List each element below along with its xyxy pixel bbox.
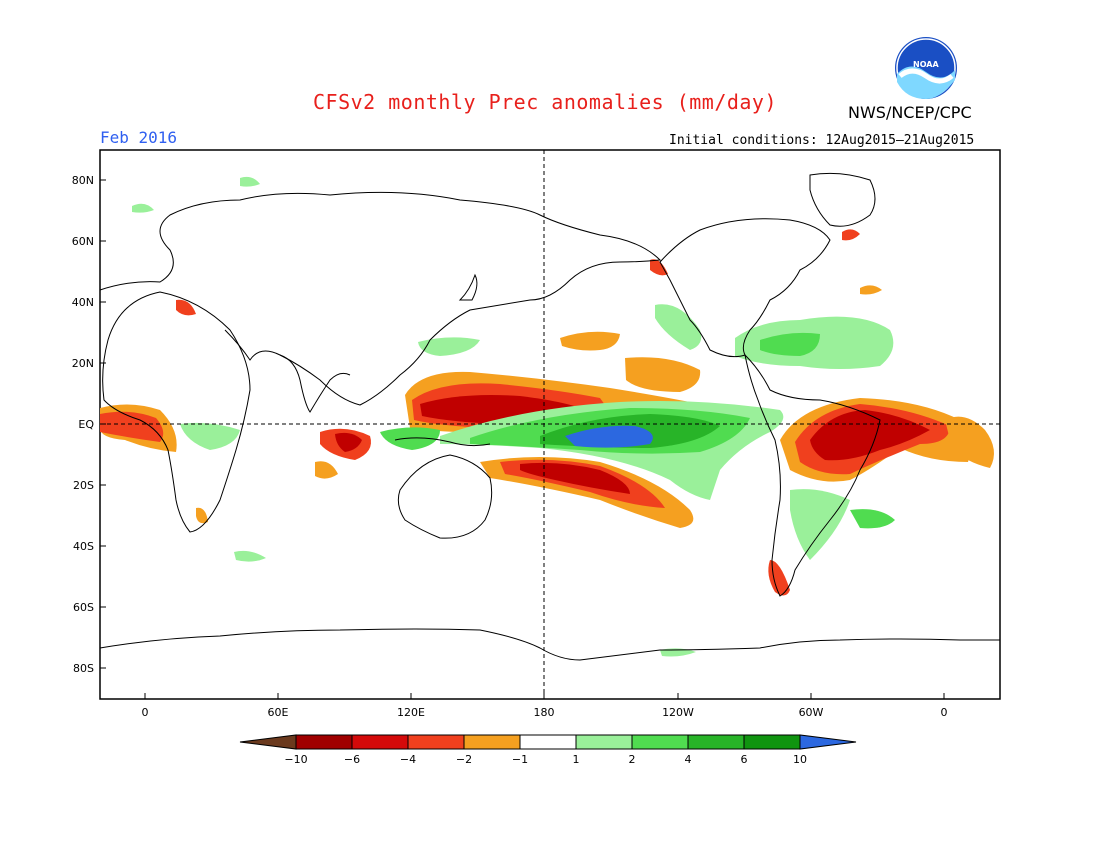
- anomaly-west-pacific-dry-south-core: [520, 462, 630, 494]
- coastline-south-america: [744, 353, 881, 597]
- colorbar-high-arrow: [799, 734, 857, 750]
- lat-label: 40N: [72, 296, 94, 309]
- colorbar-label: 2: [629, 753, 636, 766]
- lat-label: 80S: [73, 662, 94, 675]
- colorbar-label: 10: [793, 753, 807, 766]
- anomaly-arctic-wet: [132, 203, 154, 213]
- lon-label: 0: [142, 706, 149, 719]
- anomaly-australia-dry: [315, 461, 338, 479]
- lat-label: 20S: [73, 479, 94, 492]
- coastline-antarctica: [99, 628, 1000, 661]
- lat-label: EQ: [78, 418, 94, 431]
- colorbar-segment: [351, 734, 409, 750]
- anomaly-gulf-of-guinea-dry: [100, 411, 164, 442]
- colorbar-segment: [687, 734, 745, 750]
- colorbar-low-arrow: [239, 734, 297, 750]
- anomaly-south-indian-wet: [234, 550, 266, 562]
- lat-label: 60N: [72, 235, 94, 248]
- colorbar-label: −4: [400, 753, 416, 766]
- lat-label: 20N: [72, 357, 94, 370]
- noaa-logo: NOAA: [895, 37, 957, 99]
- anomaly-europe-dry: [176, 299, 196, 316]
- anomaly-south-africa-dry: [196, 507, 208, 524]
- anomaly-north-pacific-wet: [418, 337, 480, 356]
- anomaly-alaska-dry: [650, 259, 668, 276]
- colorbar-segment: [519, 734, 577, 750]
- colorbar-label: −2: [456, 753, 472, 766]
- anomaly-brazil-dry: [810, 410, 930, 461]
- colorbar-label: −6: [344, 753, 360, 766]
- lon-label: 180: [534, 706, 555, 719]
- anomaly-california-wet: [655, 304, 702, 350]
- lon-label: 60W: [799, 706, 824, 719]
- colorbar-label: 4: [685, 753, 692, 766]
- lat-label: 40S: [73, 540, 94, 553]
- anomaly-arctic-wet-2: [240, 176, 260, 187]
- anomaly-central-north-pacific-dry: [560, 331, 620, 351]
- coastline-eurasia: [99, 191, 662, 406]
- colorbar-label: 6: [741, 753, 748, 766]
- lon-label: 60E: [268, 706, 289, 719]
- anomaly-tropical-pacific-wet: [565, 425, 653, 448]
- noaa-logo-text: NOAA: [913, 60, 939, 69]
- anomaly-fields: [100, 176, 994, 657]
- anomaly-south-atlantic-wet: [850, 509, 895, 529]
- anomaly-south-america-wet: [790, 489, 850, 560]
- anomaly-ne-pacific-dry: [625, 357, 701, 392]
- anomaly-patagonia-dry: [768, 560, 790, 596]
- coastline-indonesia: [394, 437, 491, 447]
- axis-labels: 80N 60N 40N 20N EQ 20S 40S 60S 80S 0 60E 120E 180 120…: [72, 174, 948, 719]
- anomaly-atlantic-north-dry: [860, 285, 882, 295]
- anomaly-indian-ocean-dry-core: [335, 432, 362, 452]
- coastline-india: [279, 354, 351, 413]
- colorbar-segment: [575, 734, 633, 750]
- month-label: Feb 2016: [100, 128, 178, 147]
- lon-label: 120E: [397, 706, 425, 719]
- colorbar-segment: [743, 734, 801, 750]
- colorbar-segment: [407, 734, 465, 750]
- initial-conditions-label: Initial conditions: 12Aug2015–21Aug2015: [669, 133, 975, 148]
- coastline-australia: [397, 454, 493, 539]
- lat-label: 60S: [73, 601, 94, 614]
- coastline-africa: [102, 291, 251, 533]
- colorbar-segment: [631, 734, 689, 750]
- colorbar-label: 1: [573, 753, 580, 766]
- lon-label: 0: [941, 706, 948, 719]
- anomaly-east-africa-wet: [180, 422, 240, 450]
- anomaly-greenland-dry: [842, 229, 860, 241]
- coastline-greenland: [809, 172, 876, 227]
- colorbar: −10 −6 −4 −2 −1 1 2 4 6 10: [239, 734, 857, 766]
- map-title: CFSv2 monthly Prec anomalies (mm/day): [313, 90, 778, 114]
- colorbar-segment: [463, 734, 521, 750]
- anomaly-gulf-of-mexico-wet-core: [760, 332, 820, 356]
- colorbar-label: −1: [512, 753, 528, 766]
- coastline-north-america: [659, 218, 831, 358]
- agency-label: NWS/NCEP/CPC: [848, 103, 972, 122]
- anomaly-east-atlantic-dry: [945, 416, 994, 468]
- colorbar-label: −10: [284, 753, 307, 766]
- coastlines: [99, 172, 1000, 661]
- coastline-japan: [458, 273, 478, 301]
- anomaly-maritime-continent-wet: [380, 427, 440, 450]
- lon-label: 120W: [662, 706, 694, 719]
- colorbar-segment: [295, 734, 353, 750]
- lat-label: 80N: [72, 174, 94, 187]
